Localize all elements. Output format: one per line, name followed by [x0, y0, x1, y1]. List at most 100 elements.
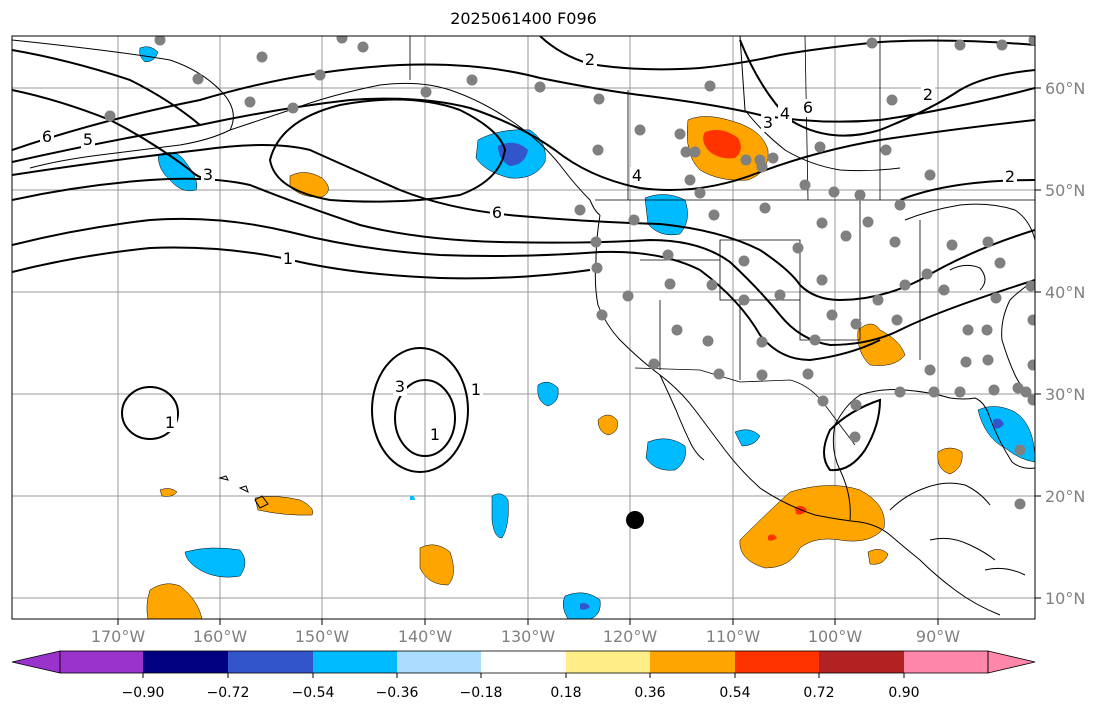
colorbar-tick-label: −0.54	[292, 685, 335, 701]
station-dot	[990, 292, 1002, 304]
colorbar-tick-label: −0.36	[376, 685, 419, 701]
colorbar-segment	[819, 651, 904, 673]
station-dot	[886, 94, 898, 106]
station-dot	[894, 386, 906, 398]
contour-label-bg	[469, 381, 483, 399]
contour-label-bg	[428, 426, 442, 444]
contour-label: 6	[42, 127, 52, 146]
coastline-lake	[949, 264, 986, 291]
station-dot	[756, 369, 768, 381]
colorbar-tick-label: −0.72	[207, 685, 250, 701]
contour-label: 6	[492, 203, 502, 222]
colorbar-tick-label: 0.90	[888, 685, 919, 701]
station-dot	[574, 204, 586, 216]
station-dot	[662, 249, 674, 261]
contour-label-bg	[81, 131, 95, 149]
station-dot	[756, 336, 768, 348]
coastline-alaska-west	[12, 39, 234, 169]
lon-tick-label: 130°W	[501, 627, 556, 646]
station-dot	[1025, 280, 1035, 292]
station-dot	[591, 262, 603, 274]
contour-label-bg	[281, 250, 295, 268]
station-dot	[1014, 444, 1026, 456]
station-dot	[738, 255, 750, 267]
contour-bering	[12, 49, 201, 126]
contour-label-bg	[630, 167, 644, 185]
lat-tick-label: 10°N	[1045, 589, 1085, 608]
contour-label: 1	[283, 249, 293, 268]
anomaly-negative-socal-offshore	[537, 381, 559, 407]
axis-ticks: 170°W 160°W 150°W 140°W 130°W 120°W 110°W 100°W…	[91, 79, 1086, 646]
station-dot	[466, 74, 478, 86]
contour-5	[12, 97, 1035, 191]
contour-label: 1	[165, 413, 175, 432]
station-dot	[880, 144, 892, 156]
station-dot	[1020, 386, 1032, 398]
colorbar-extend-max	[987, 650, 1036, 674]
station-dot	[420, 86, 432, 98]
station-dot	[1028, 36, 1035, 46]
station-dot	[706, 279, 718, 291]
contour-label: 3	[203, 165, 213, 184]
station-dot	[244, 96, 256, 108]
colorbar-tick-label: 0.18	[550, 685, 581, 701]
anomaly-strong-canada	[703, 130, 741, 159]
contour-label-bg	[163, 414, 177, 432]
lon-tick-label: 160°W	[193, 627, 248, 646]
station-dot	[192, 73, 204, 85]
anomaly-positive-texas	[857, 323, 906, 366]
lon-tick-label: 150°W	[295, 627, 350, 646]
colorbar-segment	[904, 651, 988, 673]
colorbar-tick-label: 0.36	[634, 685, 665, 701]
contour-canada-loop	[739, 39, 1035, 137]
station-dot	[104, 110, 116, 122]
station-dot	[680, 146, 692, 158]
station-dot	[814, 141, 826, 153]
colorbar-frame	[59, 650, 989, 674]
border-states	[640, 259, 860, 380]
station-dot	[928, 386, 940, 398]
contour-low-2	[371, 347, 469, 473]
colorbar-segment	[60, 651, 143, 673]
station-dot	[628, 214, 640, 226]
coastline-hudson	[739, 36, 901, 172]
station-dot	[828, 186, 840, 198]
colorbar-segment	[143, 651, 228, 673]
anomaly-positive-mexico	[739, 485, 885, 569]
anomaly-negative-small	[410, 495, 415, 500]
station-dot	[684, 174, 696, 186]
station-dot	[954, 386, 966, 398]
colorbar-segment	[566, 651, 650, 673]
lon-tick-label: 90°W	[916, 627, 960, 646]
colorbar-segment	[313, 651, 397, 673]
lat-tick-label: 40°N	[1045, 283, 1085, 302]
station-dot	[674, 128, 686, 140]
station-dot	[996, 39, 1008, 51]
station-dots	[104, 36, 1035, 510]
coastline-great-lakes	[904, 203, 1035, 241]
station-dot	[357, 41, 369, 53]
colorbar-tick-label: −0.18	[460, 685, 503, 701]
station-dot	[946, 239, 958, 251]
station-dot	[708, 209, 720, 221]
station-dot	[802, 368, 814, 380]
anomaly-positive-baja-offshore	[597, 414, 618, 436]
station-dot	[982, 236, 994, 248]
station-dot	[817, 395, 829, 407]
contour-label-bg	[490, 204, 504, 222]
contour-label-bg	[921, 86, 935, 104]
station-dot	[816, 217, 828, 229]
station-dot	[689, 146, 701, 158]
station-dot	[740, 154, 752, 166]
station-dot	[774, 289, 786, 301]
contour-label-bg	[393, 378, 407, 396]
station-dot	[850, 318, 862, 330]
station-dot	[924, 169, 936, 181]
lon-tick-label: 120°W	[603, 627, 658, 646]
coastline-west-coast	[594, 214, 1001, 616]
contour-label: 1	[430, 425, 440, 444]
contour-label: 2	[585, 50, 595, 69]
contour-6-closed	[268, 98, 507, 203]
station-dot	[738, 294, 750, 306]
contour-label-bg	[40, 128, 54, 146]
